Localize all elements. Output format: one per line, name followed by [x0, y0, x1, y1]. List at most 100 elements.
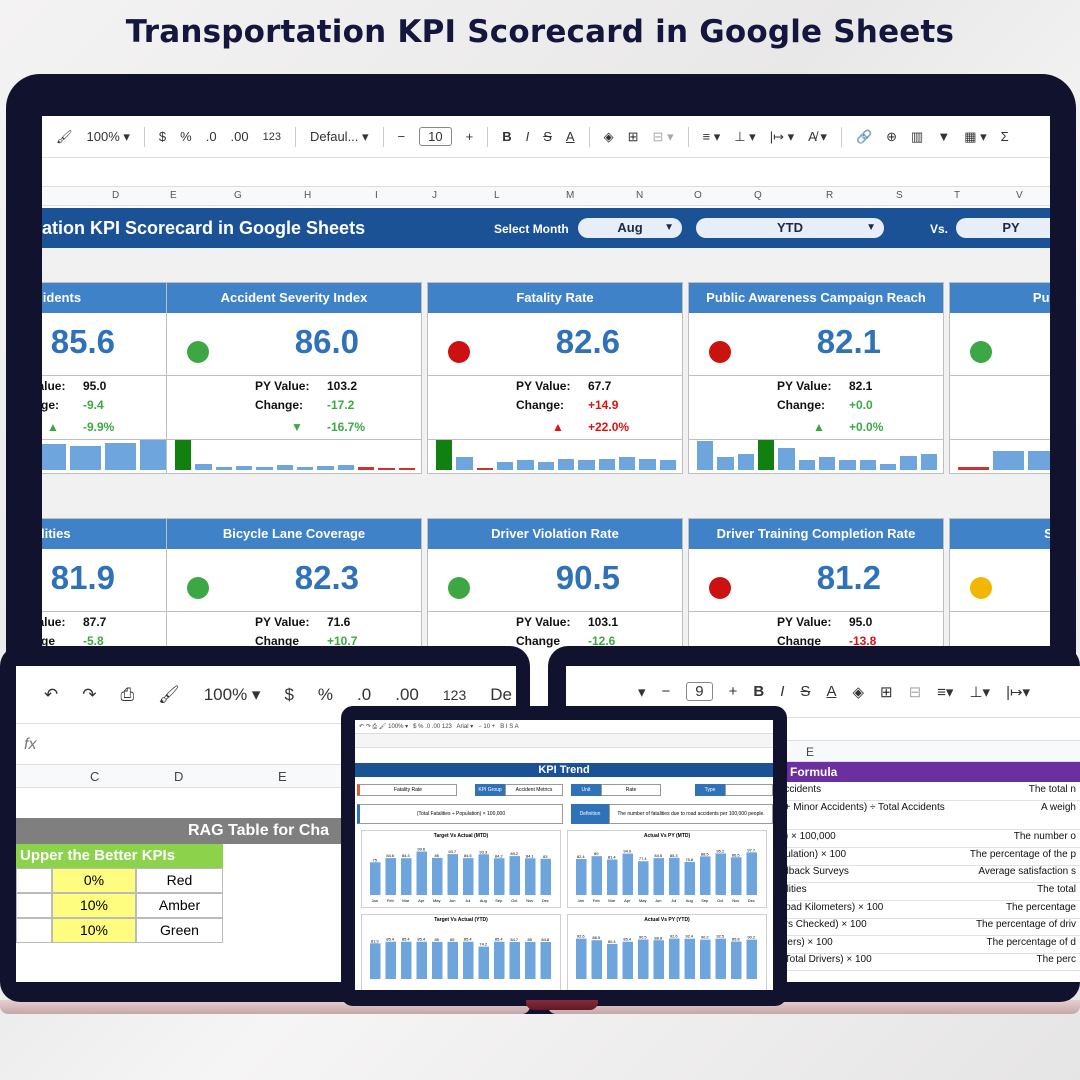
text-color-button[interactable]: A: [565, 129, 575, 144]
formula-cell[interactable]: ns ÷ Total Drivers Checked) × 100: [716, 919, 867, 931]
column-header[interactable]: I: [375, 190, 378, 201]
align-icon[interactable]: ≡▾: [937, 683, 954, 701]
column-header[interactable]: O: [694, 190, 702, 201]
description-cell[interactable]: The percentage of d: [986, 936, 1076, 948]
currency-button[interactable]: $: [284, 684, 294, 704]
decrease-font-size-button[interactable]: −: [661, 683, 671, 700]
font-select[interactable]: De: [490, 684, 512, 704]
decrease-decimals-button[interactable]: .0: [357, 684, 372, 704]
functions-button[interactable]: Σ: [1000, 129, 1009, 144]
strikethrough-button[interactable]: S: [543, 129, 552, 144]
kpi-card[interactable]: Fatality Rate 82.6 PY Value: 67.7 Change: +14…: [427, 282, 683, 474]
column-header[interactable]: N: [636, 190, 644, 201]
strikethrough-button[interactable]: S: [800, 683, 811, 700]
chart-icon[interactable]: ▥: [911, 128, 924, 144]
undo-icon[interactable]: ↶: [44, 684, 59, 704]
description-cell[interactable]: The perc: [1036, 954, 1076, 966]
valign-icon[interactable]: ⊥ ▾: [734, 128, 756, 144]
kpi-card[interactable]: Public Feedba: [949, 282, 1050, 474]
increase-decimals-button[interactable]: .00: [230, 129, 249, 144]
month-dropdown[interactable]: Aug ▼: [578, 218, 682, 238]
formula-row[interactable]: Speed Limits ÷ Total Drivers) × 100 The p…: [716, 954, 1080, 972]
kpi-card[interactable]: Accidents 85.6 PY Value: 95.0 Change: -9.4 ▲ -9…: [42, 282, 178, 474]
increase-decimals-button[interactable]: .00: [395, 684, 419, 704]
column-header[interactable]: Q: [754, 190, 762, 201]
description-cell[interactable]: The number o: [1013, 831, 1076, 843]
borders-icon[interactable]: ⊞: [627, 128, 639, 144]
column-header[interactable]: M: [566, 190, 575, 201]
formula-cell[interactable]: r Accidents × 2 + Minor Accidents) ÷ Tot…: [716, 801, 945, 813]
bold-button[interactable]: B: [753, 683, 765, 700]
description-cell[interactable]: The percentage of the p: [969, 848, 1076, 860]
rag-label-cell[interactable]: Red: [136, 868, 223, 893]
merge-cells-icon[interactable]: ⊟ ▾: [652, 128, 674, 144]
rag-cell[interactable]: [16, 893, 52, 918]
description-cell[interactable]: The total: [1037, 884, 1076, 895]
rag-cell[interactable]: [16, 918, 52, 943]
currency-button[interactable]: $: [158, 129, 167, 144]
percent-button[interactable]: %: [180, 129, 192, 144]
rag-label-cell[interactable]: Amber: [136, 893, 223, 918]
formula-cell[interactable]: Lanes ÷ Total Road Kilometers) × 100: [716, 901, 884, 913]
wrap-icon[interactable]: |↦ ▾: [769, 128, 795, 144]
column-header[interactable]: J: [432, 190, 437, 201]
merge-cells-icon[interactable]: ⊟: [908, 683, 922, 701]
font-select[interactable]: Defaul... ▾: [309, 128, 369, 144]
formula-row[interactable]: r Accidents × 2 + Minor Accidents) ÷ Tot…: [716, 802, 1080, 830]
compare-dropdown[interactable]: PY: [956, 218, 1050, 238]
column-header[interactable]: H: [304, 190, 312, 201]
rag-threshold-cell[interactable]: 10%: [52, 918, 136, 943]
formula-row[interactable]: Lanes ÷ Total Road Kilometers) × 100 The …: [716, 902, 1080, 919]
formula-cell[interactable]: Speed Limits ÷ Total Drivers) × 100: [716, 954, 872, 966]
text-color-button[interactable]: A: [826, 683, 837, 700]
zoom-select[interactable]: 100% ▾: [203, 684, 261, 704]
paint-format-icon[interactable]: 🖌: [158, 684, 180, 704]
increase-font-size-button[interactable]: +: [465, 129, 474, 144]
rag-label-cell[interactable]: Green: [136, 918, 223, 943]
italic-button[interactable]: I: [525, 129, 530, 144]
bold-button[interactable]: B: [502, 129, 512, 144]
paint-format-icon[interactable]: 🖌: [56, 128, 73, 144]
column-header[interactable]: T: [954, 190, 961, 201]
decrease-font-size-button[interactable]: −: [397, 129, 406, 144]
description-cell[interactable]: The total n: [1028, 784, 1076, 795]
font-select[interactable]: ▾: [638, 683, 646, 701]
increase-font-size-button[interactable]: +: [728, 683, 738, 700]
column-header[interactable]: R: [826, 190, 834, 201]
column-header[interactable]: E: [170, 190, 177, 201]
column-header[interactable]: L: [494, 190, 500, 201]
description-cell[interactable]: The percentage of driv: [975, 919, 1076, 931]
number-format-button[interactable]: 123: [442, 686, 467, 703]
kpi-dropdown[interactable]: Fatality Rate: [357, 784, 457, 796]
formula-row[interactable]: ns ÷ Total Drivers Checked) × 100 The per…: [716, 919, 1080, 937]
valign-icon[interactable]: ⊥▾: [969, 683, 991, 701]
decrease-decimals-button[interactable]: .0: [205, 129, 217, 144]
description-cell[interactable]: Average satisfaction s: [978, 866, 1076, 878]
description-cell[interactable]: The percentage: [1005, 901, 1076, 913]
column-header[interactable]: G: [234, 190, 242, 201]
rotate-icon[interactable]: A̸ ▾: [808, 128, 827, 144]
filter-icon[interactable]: ▼: [937, 129, 951, 144]
align-icon[interactable]: ≡ ▾: [702, 128, 721, 144]
rag-threshold-cell[interactable]: 10%: [52, 893, 136, 918]
zoom-select[interactable]: 100% ▾: [86, 128, 130, 144]
fill-color-icon[interactable]: ◈: [603, 128, 614, 144]
column-header[interactable]: D: [112, 190, 120, 201]
print-icon[interactable]: ⎙: [120, 684, 135, 704]
font-size-input[interactable]: 10: [419, 127, 452, 146]
percent-button[interactable]: %: [317, 684, 334, 704]
rag-threshold-cell[interactable]: 0%: [52, 868, 136, 893]
column-header[interactable]: V: [1016, 190, 1023, 201]
link-icon[interactable]: 🔗: [855, 128, 873, 144]
description-cell[interactable]: A weigh: [1040, 801, 1076, 813]
kpi-card[interactable]: Public Awareness Campaign Reach 82.1 PY Va…: [688, 282, 944, 474]
filter-views-icon[interactable]: ▦ ▾: [964, 128, 987, 144]
number-format-button[interactable]: 123: [262, 130, 281, 143]
rag-cell[interactable]: [16, 868, 52, 893]
italic-button[interactable]: I: [780, 683, 785, 700]
kpi-card[interactable]: Accident Severity Index 86.0 PY Value: 103.…: [166, 282, 422, 474]
font-size-input[interactable]: 9: [686, 682, 713, 701]
fill-color-icon[interactable]: ◈: [852, 683, 864, 701]
wrap-icon[interactable]: |↦▾: [1006, 683, 1031, 701]
borders-icon[interactable]: ⊞: [880, 683, 893, 701]
